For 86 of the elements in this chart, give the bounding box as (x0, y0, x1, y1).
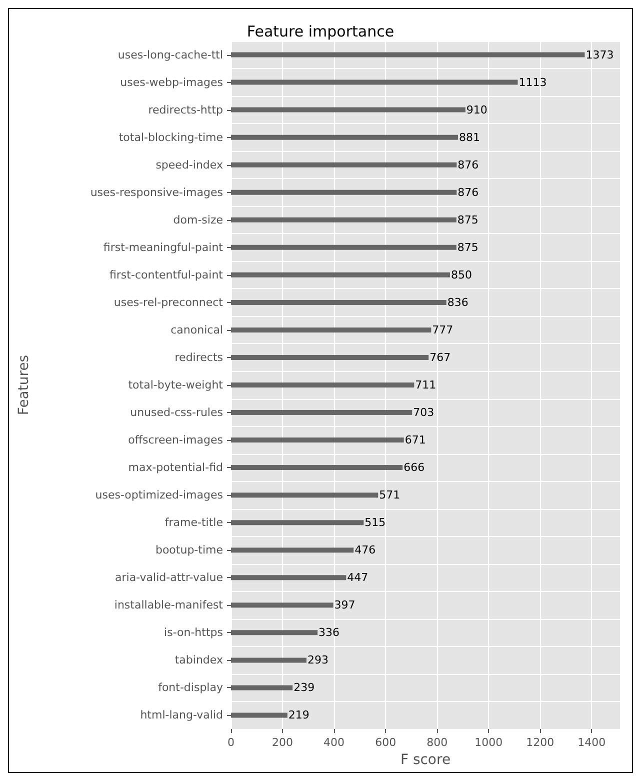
data-label: 336 (318, 626, 340, 640)
bar (231, 134, 458, 140)
bar (231, 52, 585, 58)
data-label: 711 (415, 378, 436, 392)
bar (231, 190, 457, 195)
y-tick-label: dom-size (173, 213, 224, 226)
data-label: 666 (404, 461, 425, 474)
y-tick-label: unused-css-rules (130, 406, 224, 420)
data-label: 836 (447, 296, 468, 309)
data-label: 671 (404, 434, 426, 447)
x-tick-label: 400 (324, 736, 345, 749)
bar (231, 712, 288, 718)
y-tick-label: uses-webp-images (120, 76, 224, 89)
bar (231, 658, 306, 663)
bar (231, 162, 457, 168)
data-label: 767 (430, 350, 451, 364)
data-label: 875 (457, 240, 478, 254)
data-label: 515 (364, 516, 386, 530)
x-tick-label: 800 (426, 736, 448, 749)
y-tick-label: total-byte-weight (128, 378, 224, 392)
data-label: 875 (457, 213, 478, 226)
x-tick-label: 1400 (578, 736, 606, 749)
y-tick-label: uses-rel-preconnect (114, 296, 224, 309)
bar (231, 80, 518, 85)
y-tick-label: max-potential-fid (128, 461, 223, 474)
data-label: 910 (466, 103, 488, 116)
data-label: 876 (458, 186, 479, 199)
bar (231, 685, 293, 690)
data-label: 1373 (586, 48, 614, 62)
bar (231, 272, 450, 278)
bar (231, 327, 432, 332)
data-label: 571 (379, 488, 400, 502)
y-tick-label: installable-manifest (114, 598, 224, 612)
bar (231, 575, 346, 580)
y-tick-label: uses-long-cache-ttl (118, 48, 223, 62)
bar (231, 244, 456, 250)
chart-title: Feature importance (246, 22, 394, 40)
y-tick-label: redirects (174, 350, 224, 364)
y-tick-label: font-display (158, 681, 224, 694)
bar (231, 602, 334, 608)
bar (231, 630, 318, 636)
y-tick-label: canonical (170, 323, 223, 336)
data-label: 777 (432, 323, 454, 336)
y-tick-label: redirects-http (148, 103, 224, 116)
bar (231, 492, 378, 498)
bar (231, 217, 456, 222)
data-label: 219 (288, 708, 310, 722)
x-tick-label: 600 (375, 736, 396, 749)
y-tick-label: is-on-https (164, 626, 224, 640)
x-tick-label: 1200 (526, 736, 554, 749)
data-label: 850 (450, 268, 472, 282)
data-label: 476 (354, 544, 376, 557)
data-label: 1113 (518, 76, 547, 89)
x-tick-label: 1000 (474, 736, 503, 749)
x-axis-title: F score (400, 752, 451, 768)
x-tick-label: 0 (228, 736, 234, 749)
data-label: 881 (458, 130, 480, 144)
data-label: 876 (458, 158, 479, 172)
bar (231, 465, 403, 470)
y-tick-label: first-meaningful-paint (103, 240, 224, 254)
y-tick-label: html-lang-valid (140, 708, 223, 722)
y-tick-label: total-blocking-time (118, 130, 224, 144)
y-tick-label: offscreen-images (128, 434, 224, 447)
y-tick-label: first-contentful-paint (109, 268, 224, 282)
bar (231, 354, 429, 360)
x-tick-label: 200 (272, 736, 294, 749)
y-tick-label: frame-title (164, 516, 224, 530)
bar (231, 107, 466, 112)
bar (231, 520, 364, 526)
bar (231, 548, 354, 553)
y-tick-label: aria-valid-attr-value (115, 571, 224, 584)
y-tick-label: speed-index (156, 158, 224, 172)
data-label: 447 (347, 571, 368, 584)
data-label: 703 (413, 406, 434, 420)
bar (231, 382, 414, 388)
data-label: 293 (307, 654, 328, 667)
y-axis-title: Features (16, 354, 32, 416)
bar (231, 300, 446, 305)
y-tick-label: tabindex (174, 654, 224, 667)
bar (231, 410, 412, 416)
bar (231, 438, 404, 443)
y-tick-label: bootup-time (155, 544, 224, 557)
y-tick-label: uses-optimized-images (95, 488, 224, 502)
data-label: 239 (294, 681, 315, 694)
data-label: 397 (334, 598, 356, 612)
y-tick-label: uses-responsive-images (90, 186, 224, 199)
